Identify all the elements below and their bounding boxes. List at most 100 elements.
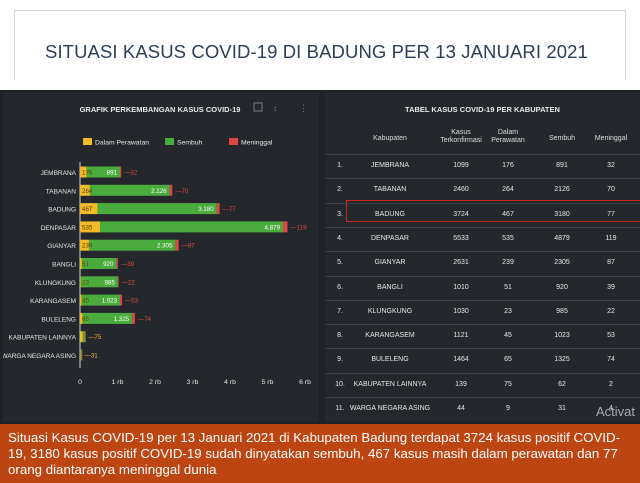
cell-terkonfirmasi: 5533 [453, 234, 469, 242]
cell-kabupaten: BULELENG [371, 356, 409, 364]
cell-kabupaten: WARGA NEGARA ASING [349, 405, 431, 412]
bar-segment-6-2 [117, 276, 119, 288]
cell-kabupaten: BADUNG [375, 210, 405, 218]
bar-segment-4-2 [175, 239, 179, 251]
cell-terkonfirmasi: 44 [457, 405, 465, 412]
bar-segment-3-2 [283, 221, 288, 233]
bar-segment-8-1 [82, 312, 133, 324]
header-terkonfirmasi: Kasus Terkonfirmasi [440, 129, 482, 144]
cell-no: 1. [337, 162, 343, 169]
bar-segment-4-0 [80, 239, 89, 251]
table-row: 10. KABUPATEN LAINNYA 139 75 62 2 [325, 374, 640, 396]
cell-perawatan: 51 [504, 283, 512, 291]
cell-perawatan: 65 [504, 356, 512, 364]
cell-sembuh: 891 [556, 162, 568, 169]
cell-terkonfirmasi: 1121 [453, 332, 469, 340]
row-divider [325, 299, 640, 301]
row-divider [325, 178, 640, 180]
data-label-perawatan-3: 535 [82, 224, 93, 231]
bar-segment-5-1 [81, 258, 117, 269]
row-divider [325, 251, 640, 253]
bar-segment-8-0 [80, 312, 83, 324]
data-label-meninggal-1: —70 [175, 188, 189, 195]
cell-no: 4. [337, 234, 343, 242]
cell-perawatan: 23 [504, 307, 512, 315]
cell-terkonfirmasi: 1464 [453, 356, 469, 364]
table-row: 4. DENPASAR 5533 535 4879 119 [325, 228, 640, 250]
legend-label-0: Dalam Perawatan [95, 140, 149, 147]
data-label-sembuh-5: 920 [103, 261, 114, 268]
legend-swatch-2 [229, 138, 238, 145]
cell-perawatan: 45 [504, 332, 512, 340]
x-tick-label-0: 0 [78, 379, 82, 386]
cell-perawatan: 176 [502, 162, 514, 169]
table-title: TABEL KASUS COVID-19 PER KABUPATEN [405, 105, 560, 114]
category-label-6: KLUNGKUNG [35, 280, 76, 287]
title-card: SITUASI KASUS COVID-19 DI BADUNG PER 13 … [14, 10, 626, 80]
row-divider [325, 275, 640, 277]
bar-segment-6-1 [80, 276, 118, 288]
cell-sembuh: 3180 [554, 210, 570, 218]
bar-segment-9-2 [85, 331, 86, 343]
data-label-perawatan-6: 23 [82, 279, 89, 286]
stacked-bar-chart: GRAFIK PERKEMBANGAN KASUS COVID-19 ↕ ⋮ Dala… [3, 102, 311, 386]
bar-segment-7-0 [80, 294, 82, 306]
data-label-perawatan-7: 45 [82, 298, 89, 305]
chart-panel: GRAFIK PERKEMBANGAN KASUS COVID-19 ↕ ⋮ Dala… [3, 92, 319, 422]
bar-segment-2-1 [97, 203, 217, 215]
cell-meninggal: 74 [607, 356, 615, 364]
cell-kabupaten: GIANYAR [374, 259, 406, 267]
row-divider [325, 348, 640, 350]
cell-no: 10. [335, 380, 345, 388]
cell-sembuh: 1325 [554, 356, 570, 364]
category-label-7: KARANGASEM [30, 298, 76, 305]
cell-perawatan: 467 [502, 210, 514, 218]
cell-meninggal: 87 [607, 259, 615, 267]
category-label-8: BULELENG [41, 316, 76, 323]
header-perawatan: Dalam Perawatan [491, 129, 525, 144]
cell-perawatan: 239 [502, 259, 514, 267]
cell-kabupaten: DENPASAR [371, 234, 409, 242]
table-row: 8. KARANGASEM 1121 45 1023 53 [325, 325, 640, 347]
cell-sembuh: 985 [556, 307, 568, 315]
data-label-sembuh-0: 891 [107, 170, 118, 177]
cell-meninggal: 32 [607, 162, 615, 169]
data-label-sembuh-1: 2.126 [151, 188, 167, 195]
bar-segment-5-2 [116, 258, 118, 269]
cell-terkonfirmasi: 2631 [453, 259, 469, 267]
table-panel: TABEL KASUS COVID-19 PER KABUPATEN Kabup… [325, 92, 640, 422]
cell-sembuh: 4879 [554, 234, 570, 242]
cell-no: 8. [337, 332, 343, 340]
cell-meninggal: 4 [609, 405, 613, 412]
bar-segment-0-2 [120, 166, 122, 178]
caption-text: Situasi Kasus COVID-19 per 13 Januari 20… [0, 424, 640, 483]
bar-segment-3-0 [80, 221, 101, 233]
bar-segment-1-1 [89, 184, 170, 196]
cell-kabupaten: JEMBRANA [370, 162, 410, 169]
legend-label-1: Sembuh [177, 140, 203, 147]
bar-segment-0-1 [86, 166, 121, 178]
data-label-perawatan-4: 239 [82, 243, 93, 250]
data-label-perawatan-1: 264 [82, 188, 93, 195]
cell-terkonfirmasi: 1030 [453, 307, 469, 315]
x-tick-label-1: 1 rb [112, 379, 124, 386]
table-row: 7. KLUNGKUNG 1030 23 985 22 [325, 301, 640, 323]
bar-segment-8-2 [132, 312, 135, 324]
data-label-small-9: —75 [88, 334, 102, 341]
data-label-meninggal-6: —22 [122, 279, 136, 286]
header-kabupaten: Kabupaten [373, 135, 407, 142]
filter-icon [253, 102, 263, 112]
data-label-meninggal-3: —119 [290, 224, 307, 231]
data-label-perawatan-5: 51 [82, 261, 89, 268]
more-options-icon: ⋮ [299, 103, 308, 113]
cell-sembuh: 2126 [554, 186, 570, 194]
x-tick-label-2: 2 rb [149, 379, 161, 386]
cell-perawatan: 75 [504, 380, 512, 388]
sort-icon: ↕ [273, 104, 277, 113]
cell-meninggal: 53 [607, 332, 615, 340]
category-label-5: BANGLI [52, 262, 76, 269]
data-label-meninggal-4: —87 [182, 243, 196, 250]
data-label-sembuh-8: 1.325 [114, 316, 130, 323]
cell-meninggal: 70 [607, 186, 615, 194]
bar-segment-6-0 [80, 276, 81, 288]
